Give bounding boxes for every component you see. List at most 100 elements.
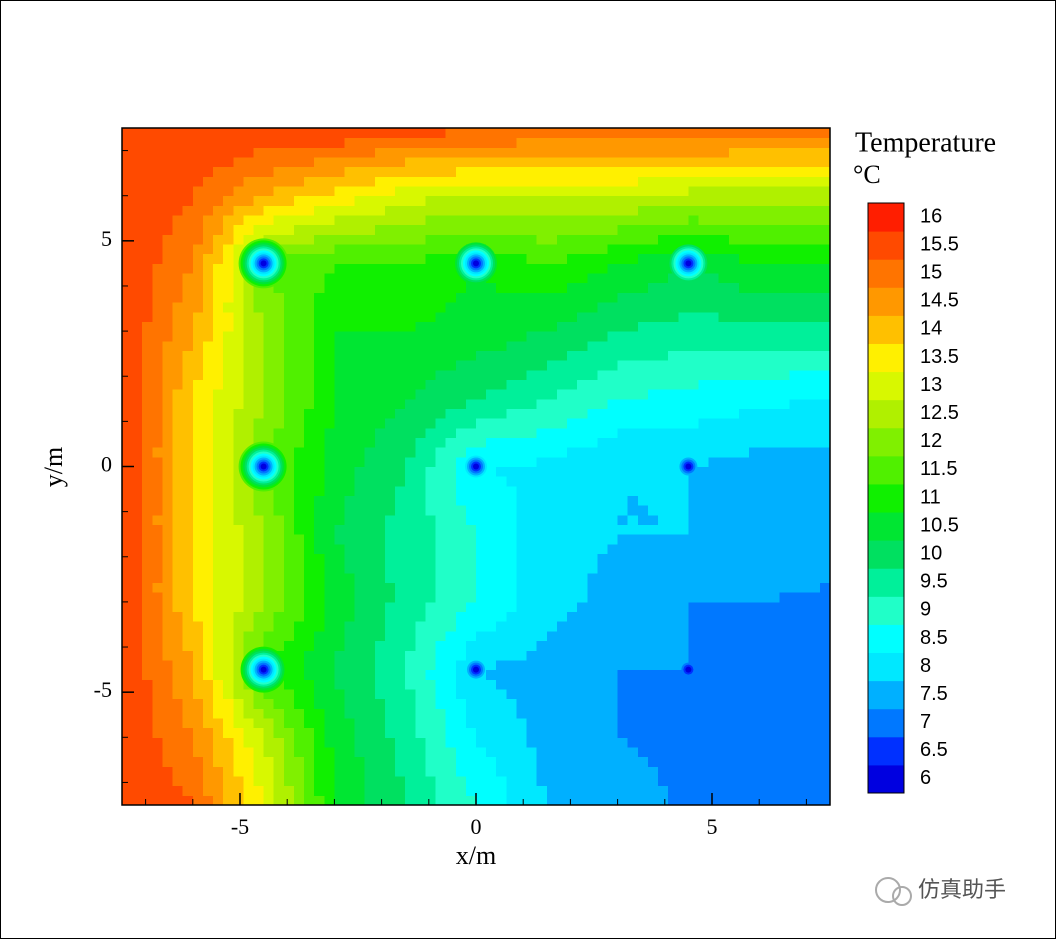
contour-cell <box>223 408 234 419</box>
contour-cell <box>708 437 720 448</box>
contour-cell <box>607 630 619 642</box>
contour-cell <box>435 592 447 603</box>
contour-cell <box>556 640 568 651</box>
contour-cell <box>668 727 679 738</box>
contour-cell <box>577 766 588 777</box>
contour-cell <box>728 708 740 719</box>
contour-cell <box>202 205 214 216</box>
contour-cell <box>536 427 548 438</box>
contour-cell <box>789 563 801 574</box>
contour-cell <box>364 476 376 487</box>
contour-cell <box>253 572 265 584</box>
contour-cell <box>789 331 801 342</box>
contour-cell <box>455 679 467 690</box>
contour-cell <box>749 447 760 458</box>
contour-cell <box>132 766 143 777</box>
contour-cell <box>476 679 487 690</box>
contour-cell <box>324 379 335 390</box>
contour-cell <box>607 746 619 758</box>
contour-cell <box>587 331 598 342</box>
contour-cell <box>132 485 143 497</box>
contour-cell <box>577 746 588 758</box>
contour-cell <box>526 553 538 564</box>
contour-cell <box>223 321 234 332</box>
contour-cell <box>658 717 669 729</box>
contour-cell <box>142 746 153 758</box>
contour-cell <box>182 224 194 235</box>
contour-cell <box>405 485 416 497</box>
contour-cell <box>223 601 234 613</box>
contour-cell <box>243 437 254 448</box>
contour-cell <box>658 350 669 361</box>
contour-cell <box>698 582 710 593</box>
contour-cell <box>344 563 356 574</box>
contour-cell <box>627 369 639 380</box>
contour-cell <box>455 195 467 206</box>
contour-cell <box>192 234 204 245</box>
contour-cell <box>809 215 821 226</box>
contour-cell <box>213 563 224 574</box>
contour-cell <box>384 650 396 661</box>
contour-cell <box>658 756 669 767</box>
contour-cell <box>132 166 143 177</box>
contour-cell <box>182 592 194 603</box>
contour-cell <box>516 630 528 642</box>
contour-cell <box>637 572 649 584</box>
contour-cell <box>283 795 295 806</box>
contour-cell <box>172 466 184 477</box>
contour-cell <box>819 553 831 564</box>
contour-cell <box>627 321 639 332</box>
contour-cell <box>293 485 305 497</box>
contour-cell <box>607 534 619 545</box>
contour-cell <box>738 273 750 284</box>
contour-cell <box>647 785 659 796</box>
contour-cell <box>324 688 335 700</box>
contour-cell <box>364 215 376 226</box>
contour-cell <box>738 311 750 322</box>
contour-cell <box>819 746 831 758</box>
contour-cell <box>465 640 477 651</box>
contour-cell <box>405 408 416 419</box>
contour-cell <box>334 321 346 332</box>
contour-cell <box>435 795 447 806</box>
contour-cell <box>162 273 174 284</box>
contour-cell <box>789 717 801 729</box>
contour-cell <box>172 350 184 361</box>
contour-cell <box>506 369 517 380</box>
contour-cell <box>698 282 710 293</box>
contour-cell <box>476 640 487 651</box>
contour-cell <box>668 669 679 680</box>
contour-cell <box>556 311 568 322</box>
well-band <box>260 463 267 470</box>
contour-cell <box>789 572 801 584</box>
contour-cell <box>142 630 153 642</box>
contour-cell <box>132 679 143 690</box>
contour-cell <box>769 456 780 467</box>
contour-cell <box>577 447 588 458</box>
contour-cell <box>476 128 487 139</box>
contour-cell <box>223 157 234 168</box>
contour-cell <box>445 505 457 516</box>
contour-cell <box>536 331 548 342</box>
contour-cell <box>809 601 821 613</box>
contour-cell <box>536 611 548 622</box>
contour-cell <box>749 717 760 729</box>
contour-cell <box>708 611 720 622</box>
contour-cell <box>637 601 649 613</box>
contour-cell <box>637 630 649 642</box>
contour-cell <box>789 427 801 438</box>
contour-cell <box>728 505 740 516</box>
contour-cell <box>364 727 376 738</box>
contour-cell <box>627 505 639 516</box>
contour-cell <box>283 253 295 264</box>
contour-cell <box>779 466 791 477</box>
contour-cell <box>465 717 477 729</box>
contour-cell <box>546 418 558 429</box>
contour-cell <box>678 766 689 777</box>
contour-cell <box>253 186 265 197</box>
contour-cell <box>445 737 457 748</box>
contour-cell <box>202 650 214 661</box>
contour-cell <box>152 476 163 487</box>
contour-cell <box>567 137 578 148</box>
contour-cell <box>678 756 689 767</box>
